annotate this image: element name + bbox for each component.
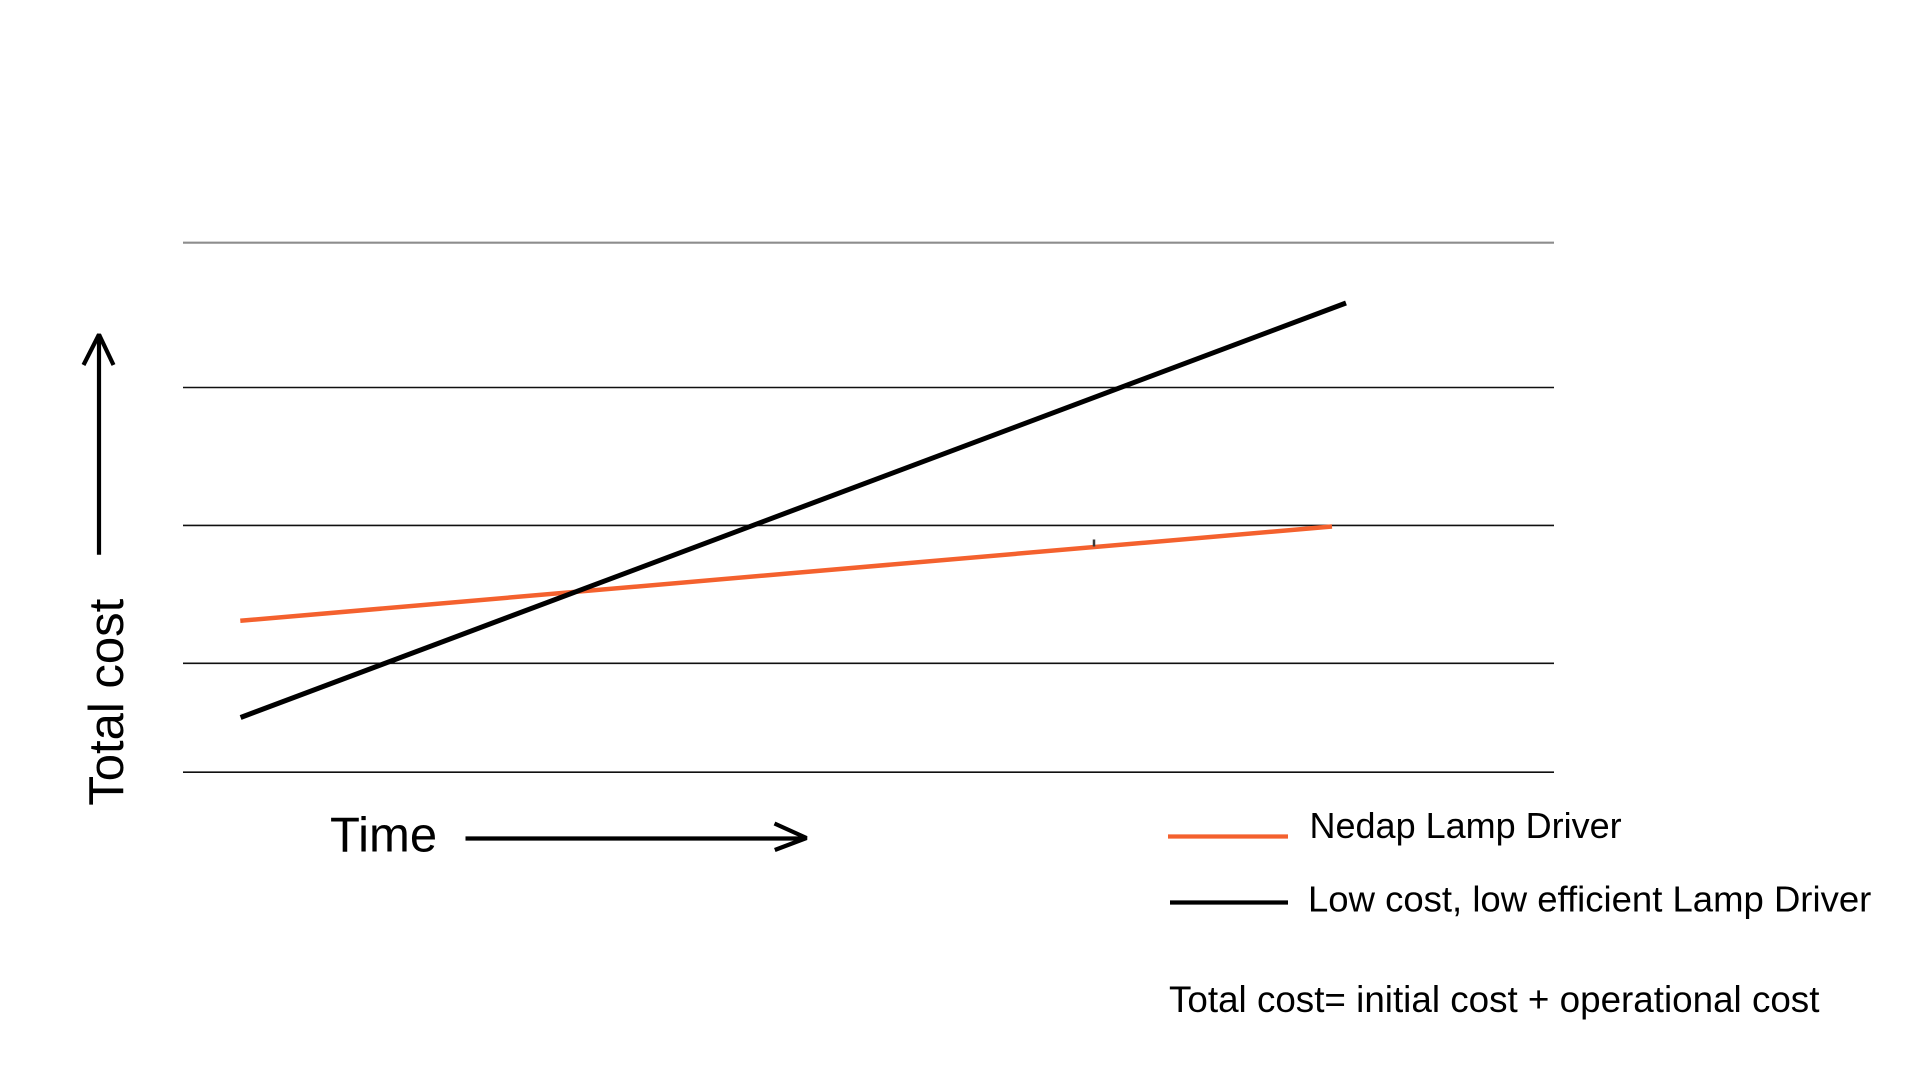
svg-text:Total cost: Total cost [80,598,134,805]
svg-text:Time: Time [330,809,437,863]
svg-text:Nedap Lamp Driver: Nedap Lamp Driver [1310,805,1622,846]
svg-text:Total cost= initial cost + ope: Total cost= initial cost + operational c… [1169,979,1819,1020]
svg-text:Low cost, low efficient Lamp D: Low cost, low efficient Lamp Driver [1308,879,1871,920]
